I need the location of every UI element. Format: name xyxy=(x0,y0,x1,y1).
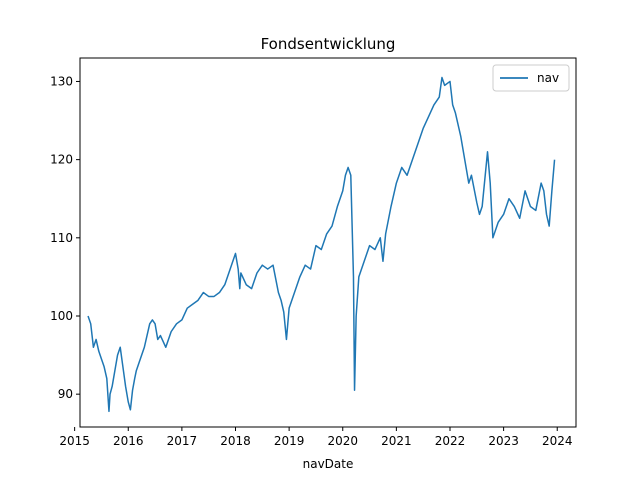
x-tick-label: 2016 xyxy=(113,434,144,448)
plot-area xyxy=(87,76,556,413)
x-tick-label: 2017 xyxy=(167,434,198,448)
y-tick-label: 130 xyxy=(50,74,73,88)
x-axis: 2015 2016 2017 2018 2019 2020 2021 2022 2023 2024 xyxy=(59,427,573,448)
y-tick-label: 120 xyxy=(50,153,73,167)
legend-label-nav: nav xyxy=(537,71,559,85)
x-tick-label: 2015 xyxy=(59,434,90,448)
x-axis-label: navDate xyxy=(303,457,354,471)
chart-title: Fondsentwicklung xyxy=(261,35,396,53)
y-tick-label: 110 xyxy=(50,231,73,245)
x-tick-label: 2022 xyxy=(435,434,466,448)
x-tick-label: 2023 xyxy=(488,434,519,448)
x-tick-label: 2024 xyxy=(542,434,573,448)
x-tick-label: 2021 xyxy=(381,434,412,448)
axes-frame xyxy=(79,57,577,428)
legend: nav xyxy=(492,64,570,92)
y-tick-label: 90 xyxy=(58,387,73,401)
legend-box xyxy=(492,64,570,92)
y-tick-label: 100 xyxy=(50,309,73,323)
y-axis: 90 100 110 120 130 xyxy=(50,74,80,401)
x-tick-label: 2019 xyxy=(274,434,305,448)
x-tick-label: 2020 xyxy=(327,434,358,448)
x-tick-label: 2018 xyxy=(220,434,251,448)
series-line-nav xyxy=(87,76,556,413)
